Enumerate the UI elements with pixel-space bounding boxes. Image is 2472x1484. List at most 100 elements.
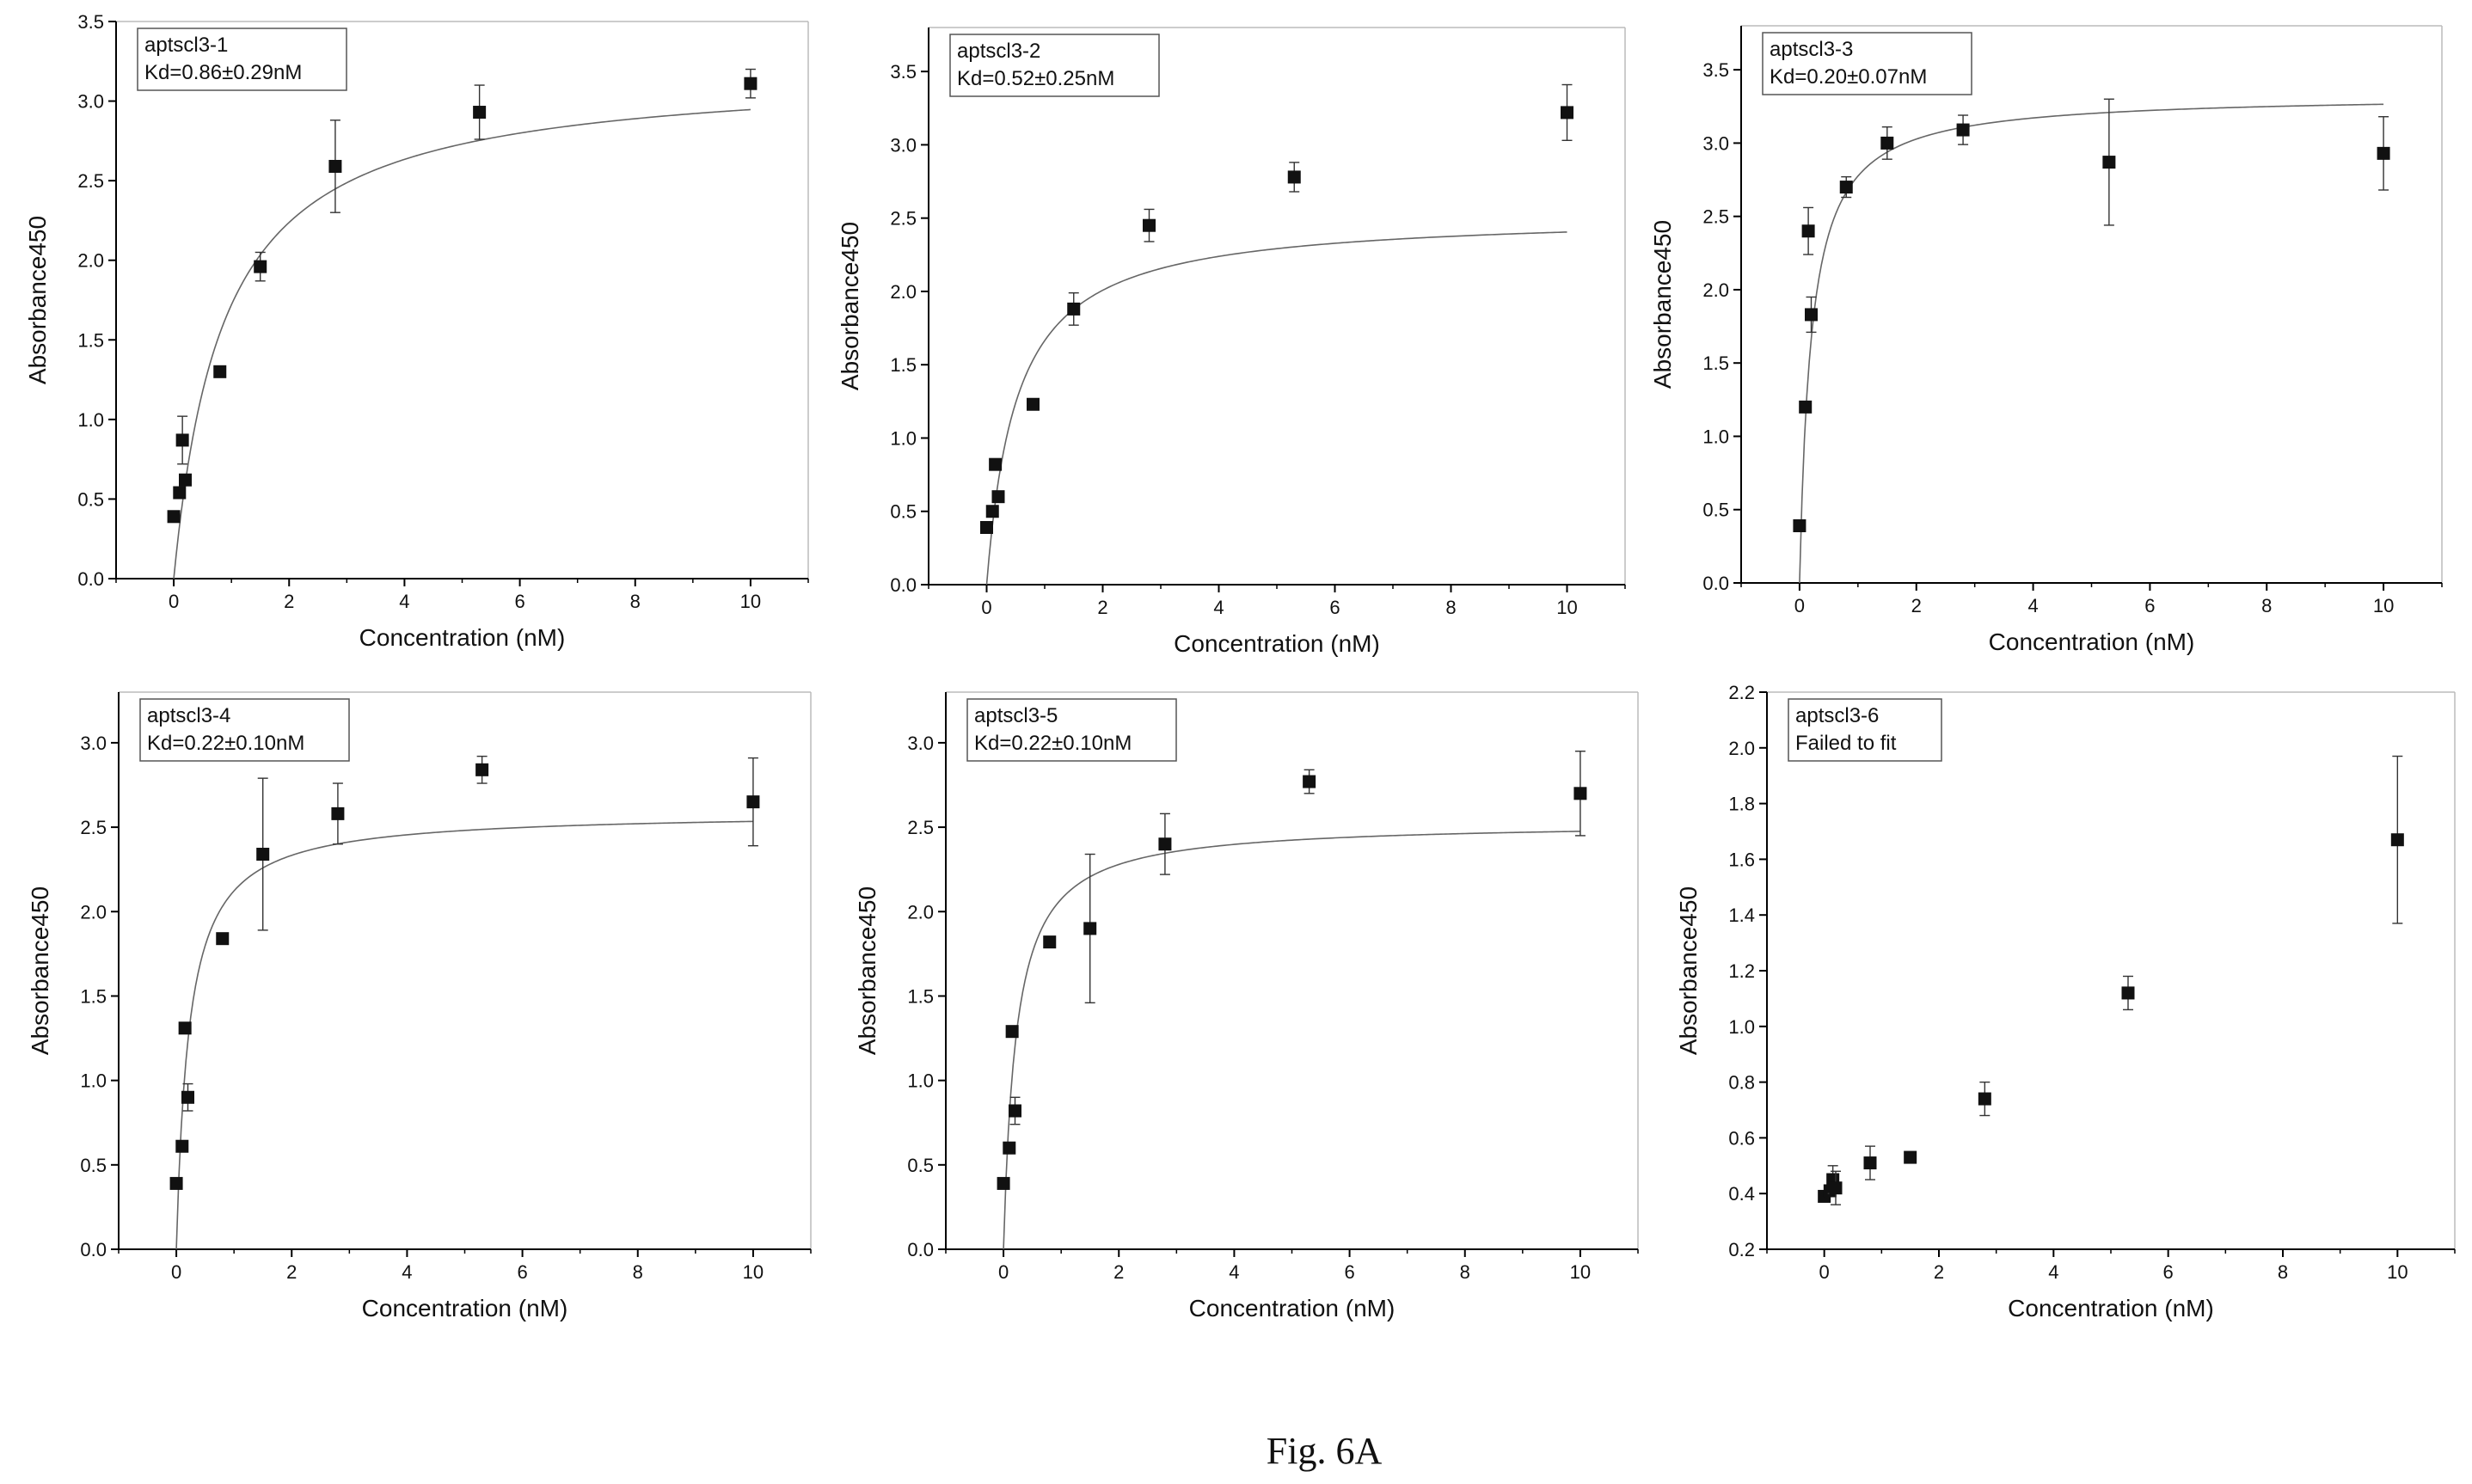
x-tick-label: 6: [1329, 597, 1340, 618]
y-tick-label: 3.0: [890, 134, 917, 156]
legend-entry: aptscl3-2: [957, 40, 1040, 63]
data-point: [1067, 302, 1081, 316]
y-tick-label: 0.8: [1728, 1072, 1755, 1094]
data-point: [1009, 1104, 1021, 1118]
data-point: [1303, 775, 1316, 788]
y-tick-label: 1.6: [1728, 849, 1755, 870]
x-tick-label: 4: [1213, 597, 1224, 618]
legend-entry: Kd=0.22±0.10nM: [147, 732, 304, 755]
data-point: [1083, 922, 1097, 935]
y-tick-label: 0.0: [80, 1239, 107, 1260]
x-tick-label: 6: [517, 1261, 527, 1283]
data-point: [1978, 1092, 1991, 1106]
x-tick-label: 10: [2387, 1261, 2408, 1283]
legend-box: [966, 698, 1177, 762]
x-tick-label: 10: [1556, 597, 1577, 618]
legend-box: [1762, 32, 1972, 95]
x-tick-label: 0: [981, 597, 991, 618]
x-axis-title: Concentration (nM): [359, 624, 566, 651]
data-point: [1829, 1181, 1843, 1195]
x-tick-label: 4: [2048, 1261, 2058, 1283]
y-tick-label: 1.5: [1702, 353, 1729, 374]
legend-entry: Kd=0.52±0.25nM: [957, 67, 1114, 90]
data-point: [1956, 123, 1970, 137]
data-point: [746, 795, 760, 809]
x-tick-label: 8: [2261, 595, 2272, 616]
chart-panel-4: 0 2 4 6 8 10 0.0 0.5 1.0 1.5 2.0 2.5 3.0 Concentratio…: [27, 691, 812, 1321]
y-tick-label: 2.0: [890, 281, 917, 303]
x-tick-label: 10: [743, 1261, 764, 1283]
data-point: [175, 433, 189, 447]
data-point: [256, 848, 270, 862]
chart-panels: 0 2 4 6 8 10 0.0 0.5 1.0 1.5 2.0 2.5 3.0 3.5 Concentra…: [24, 11, 2456, 1321]
legend-entry: aptscl3-5: [974, 704, 1058, 727]
y-tick-label: 0.0: [890, 574, 917, 596]
y-tick-label: 3.5: [1702, 59, 1729, 81]
data-point: [1158, 837, 1172, 851]
data-point: [2390, 833, 2404, 847]
data-point: [1863, 1156, 1877, 1170]
y-tick-label: 2.0: [907, 901, 934, 923]
legend-box: [137, 28, 347, 91]
chart-panel-1: 0 2 4 6 8 10 0.0 0.5 1.0 1.5 2.0 2.5 3.0 3.5 Concentra…: [24, 11, 809, 651]
data-point: [997, 1176, 1010, 1190]
legend-entry: aptscl3-6: [1795, 704, 1879, 727]
y-tick-label: 0.5: [907, 1155, 934, 1176]
y-tick-label: 0.0: [77, 568, 104, 590]
data-point: [980, 520, 993, 534]
data-point: [1801, 224, 1815, 238]
y-tick-label: 1.5: [907, 985, 934, 1007]
x-tick-label: 0: [171, 1261, 181, 1283]
x-tick-label: 8: [1460, 1261, 1470, 1283]
y-tick-label: 1.2: [1728, 960, 1755, 982]
x-tick-label: 10: [1570, 1261, 1591, 1283]
data-point: [181, 1090, 194, 1104]
data-point: [1003, 1141, 1016, 1155]
y-tick-label: 0.5: [80, 1155, 107, 1176]
data-point: [254, 260, 267, 273]
y-axis-title: Absorbance450: [1675, 886, 1702, 1055]
fit-curve: [985, 231, 1567, 586]
y-tick-label: 1.8: [1728, 794, 1755, 815]
chart-panel-3: 0 2 4 6 8 10 0.0 0.5 1.0 1.5 2.0 2.5 3.0 3.5 Concentra…: [1649, 25, 2443, 655]
x-tick-label: 8: [2278, 1261, 2288, 1283]
chart-panel-6: 0 2 4 6 8 10 0.2 0.4 0.6 0.8 1.0 1.2 1.4 1.6 1.8 2.0 2.2…: [1675, 682, 2456, 1321]
x-tick-label: 10: [740, 591, 761, 612]
x-tick-label: 2: [286, 1261, 297, 1283]
x-axis-title: Concentration (nM): [362, 1295, 568, 1321]
x-tick-label: 6: [2163, 1261, 2174, 1283]
chart-panel-5: 0 2 4 6 8 10 0.0 0.5 1.0 1.5 2.0 2.5 3.0 Concentratio…: [854, 691, 1639, 1321]
x-tick-label: 0: [1794, 595, 1805, 616]
data-point: [2377, 146, 2390, 160]
x-tick-label: 2: [284, 591, 294, 612]
data-point: [328, 159, 342, 173]
data-point: [169, 1176, 183, 1190]
y-tick-label: 0.0: [1702, 573, 1729, 594]
x-axis-title: Concentration (nM): [1174, 630, 1380, 657]
figure-caption: Fig. 6A: [1267, 1430, 1383, 1472]
x-tick-label: 8: [633, 1261, 643, 1283]
x-tick-label: 2: [1911, 595, 1922, 616]
y-axis-title: Absorbance450: [27, 886, 53, 1055]
y-axis-title: Absorbance450: [837, 222, 863, 390]
data-point: [473, 106, 487, 120]
data-point: [179, 473, 192, 487]
data-point: [178, 1021, 192, 1035]
x-tick-label: 4: [2027, 595, 2038, 616]
fit-curve: [173, 108, 751, 579]
y-tick-label: 2.0: [77, 250, 104, 272]
data-point: [1839, 181, 1853, 194]
data-point: [1805, 308, 1818, 322]
y-tick-label: 2.0: [80, 901, 107, 923]
x-tick-label: 2: [1934, 1261, 1944, 1283]
data-point: [1005, 1025, 1019, 1039]
data-point: [1027, 397, 1040, 411]
legend-entry: Failed to fit: [1795, 732, 1897, 755]
data-point: [1793, 518, 1806, 532]
y-tick-label: 2.5: [907, 817, 934, 838]
y-tick-label: 1.0: [907, 1070, 934, 1092]
y-tick-label: 1.5: [80, 985, 107, 1007]
y-tick-label: 0.5: [1702, 500, 1729, 521]
x-tick-label: 0: [1819, 1261, 1830, 1283]
legend-entry: Kd=0.22±0.10nM: [974, 732, 1132, 755]
